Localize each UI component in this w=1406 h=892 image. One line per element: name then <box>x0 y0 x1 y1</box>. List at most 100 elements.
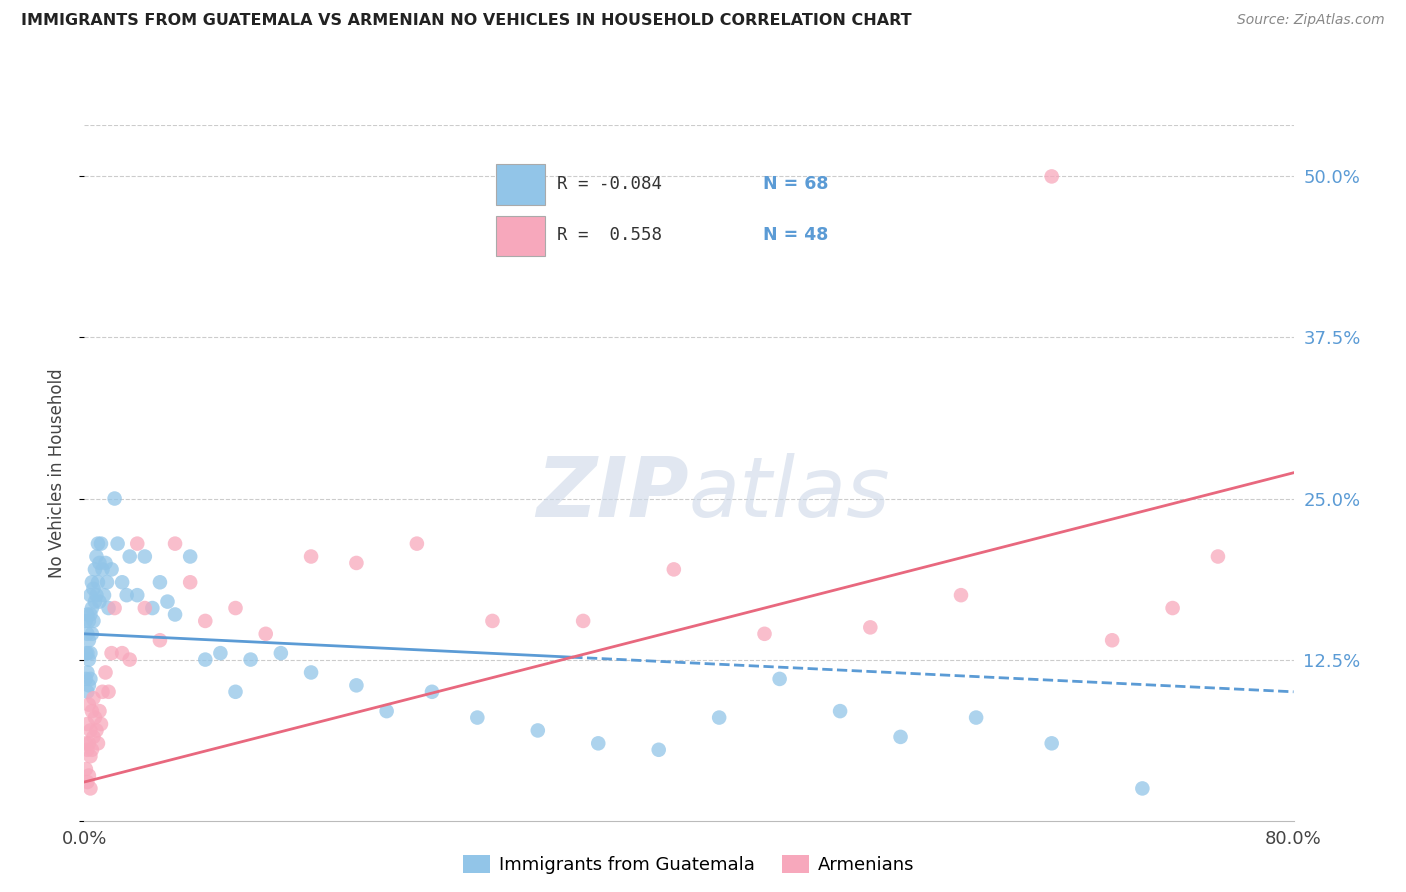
Point <box>859 620 882 634</box>
Point <box>76 665 98 680</box>
Point <box>270 646 292 660</box>
Point <box>830 704 852 718</box>
Point <box>299 549 322 564</box>
Point <box>527 723 550 738</box>
Point <box>104 491 127 506</box>
Point <box>179 549 201 564</box>
Point <box>91 685 114 699</box>
Point <box>86 588 108 602</box>
Point <box>79 646 101 660</box>
Point <box>79 672 101 686</box>
Point <box>75 672 97 686</box>
Point <box>94 556 117 570</box>
Point <box>1130 781 1153 796</box>
Point <box>134 601 156 615</box>
Point <box>1101 633 1123 648</box>
Point <box>239 652 262 666</box>
Point <box>890 730 912 744</box>
Point <box>84 594 107 608</box>
Point <box>141 601 163 615</box>
Point <box>76 775 98 789</box>
Point <box>82 614 104 628</box>
Point <box>80 575 103 590</box>
Point <box>76 607 98 622</box>
Point <box>346 556 368 570</box>
Point <box>82 691 104 706</box>
Point <box>76 627 98 641</box>
Point <box>87 575 110 590</box>
Point <box>76 685 98 699</box>
Point <box>481 614 503 628</box>
Point <box>588 736 610 750</box>
Point <box>965 710 987 724</box>
Point <box>165 536 187 550</box>
Point <box>82 582 104 596</box>
Point <box>93 588 115 602</box>
Point <box>89 594 111 608</box>
Point <box>80 627 103 641</box>
Point <box>165 607 187 622</box>
Point <box>75 646 97 660</box>
Point <box>254 627 277 641</box>
Point <box>156 594 179 608</box>
Point <box>94 665 117 680</box>
Point <box>89 556 111 570</box>
Point <box>662 562 685 576</box>
Y-axis label: No Vehicles in Household: No Vehicles in Household <box>48 368 66 578</box>
Point <box>86 723 108 738</box>
Point <box>77 678 100 692</box>
Point <box>82 730 104 744</box>
Point <box>104 601 127 615</box>
Point <box>225 601 247 615</box>
Point <box>87 736 110 750</box>
Point <box>96 575 118 590</box>
Point <box>1040 736 1063 750</box>
Point <box>648 743 671 757</box>
Point <box>75 614 97 628</box>
Point <box>79 607 101 622</box>
Point <box>118 549 141 564</box>
Point <box>79 781 101 796</box>
Point <box>1040 169 1063 184</box>
Point <box>100 562 122 576</box>
Point <box>299 665 322 680</box>
Point <box>90 717 112 731</box>
Point <box>86 549 108 564</box>
Point <box>754 627 776 641</box>
Text: Source: ZipAtlas.com: Source: ZipAtlas.com <box>1237 13 1385 28</box>
Point <box>77 652 100 666</box>
Point <box>79 588 101 602</box>
Point <box>77 698 100 712</box>
Point <box>97 601 120 615</box>
Point <box>80 743 103 757</box>
Point <box>84 562 107 576</box>
Point <box>179 575 201 590</box>
Point <box>420 685 443 699</box>
Point <box>76 717 98 731</box>
Point <box>194 614 217 628</box>
Point <box>87 536 110 550</box>
Point <box>950 588 973 602</box>
Point <box>100 646 122 660</box>
Point <box>149 575 172 590</box>
Point <box>1161 601 1184 615</box>
Point <box>97 685 120 699</box>
Point <box>194 652 217 666</box>
Point <box>115 588 138 602</box>
Point <box>127 536 149 550</box>
Point <box>225 685 247 699</box>
Point <box>467 710 489 724</box>
Point <box>134 549 156 564</box>
Point <box>406 536 429 550</box>
Point <box>80 601 103 615</box>
Point <box>572 614 595 628</box>
Point <box>107 536 129 550</box>
Point <box>75 762 97 776</box>
Point <box>111 646 134 660</box>
Point <box>149 633 172 648</box>
Point <box>209 646 232 660</box>
Point <box>79 723 101 738</box>
Point <box>80 704 103 718</box>
Point <box>90 536 112 550</box>
Point <box>91 562 114 576</box>
